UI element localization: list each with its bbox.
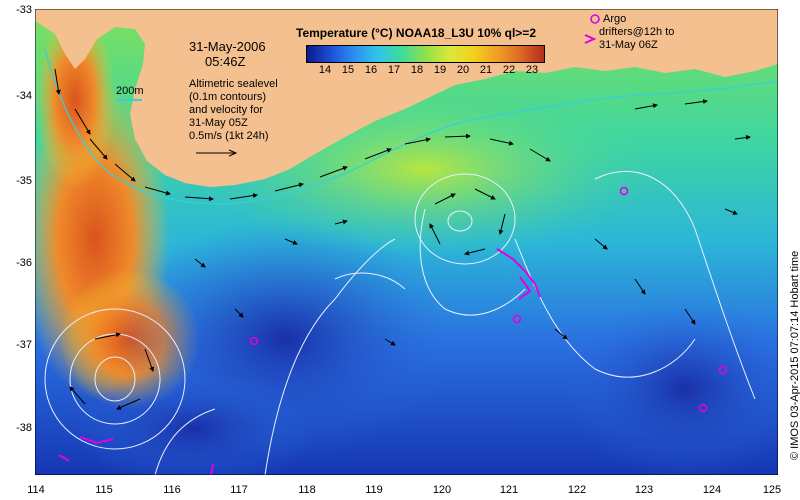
x-tick: 116 xyxy=(163,484,181,496)
isobath-legend-label: 200m xyxy=(116,85,144,97)
colorbar-title: Temperature (°C) NOAA18_L3U 10% ql>=2 xyxy=(296,26,536,40)
velocity-arrows xyxy=(54,68,751,410)
sealevel-note-1: Altimetric sealevel xyxy=(189,78,278,90)
colorbar-tick: 16 xyxy=(364,64,378,76)
credit-text: © IMOS 03-Apr-2015 07:07:14 Hobart time xyxy=(789,250,800,460)
x-tick: 119 xyxy=(365,484,383,496)
argo-tracks xyxy=(58,248,541,475)
y-tick: -36 xyxy=(16,257,32,269)
colorbar-tick: 14 xyxy=(318,64,332,76)
colorbar-tick: 17 xyxy=(387,64,401,76)
colorbar-tick: 20 xyxy=(456,64,470,76)
colorbar-tick: 19 xyxy=(433,64,447,76)
y-tick: -33 xyxy=(16,4,32,16)
x-tick: 114 xyxy=(27,484,45,496)
x-tick: 124 xyxy=(702,484,722,496)
land-mass xyxy=(35,9,778,187)
isobath-200m xyxy=(44,48,778,205)
argo-legend-circle-icon xyxy=(590,14,600,24)
x-tick: 125 xyxy=(762,484,782,496)
time-label: 05:46Z xyxy=(205,54,246,69)
sealevel-note-2: (0.1m contours) xyxy=(189,91,267,103)
sealevel-note-3: and velocity for xyxy=(189,104,263,116)
colorbar-tick: 23 xyxy=(525,64,539,76)
x-tick: 123 xyxy=(634,484,654,496)
colorbar-tick: 18 xyxy=(410,64,424,76)
argo-legend-2: drifters@12h to xyxy=(599,26,675,38)
x-tick: 117 xyxy=(230,484,248,496)
y-tick: -34 xyxy=(16,90,32,102)
isobath-legend-line xyxy=(116,99,142,101)
colorbar xyxy=(306,45,545,63)
y-tick: -37 xyxy=(16,339,32,351)
map-frame xyxy=(35,9,778,475)
x-tick: 118 xyxy=(298,484,316,496)
argo-legend-chevron-icon xyxy=(584,34,597,44)
sealevel-note-4: 31-May 05Z xyxy=(189,117,248,129)
sealevel-contours xyxy=(44,170,756,475)
y-tick: -35 xyxy=(16,175,32,187)
velocity-scale-arrow xyxy=(196,149,238,157)
date-label: 31-May-2006 xyxy=(189,39,266,54)
argo-floats xyxy=(249,186,728,413)
x-tick: 122 xyxy=(567,484,587,496)
sealevel-note-5: 0.5m/s (1kt 24h) xyxy=(189,130,269,142)
x-tick: 120 xyxy=(432,484,452,496)
argo-legend-3: 31-May 06Z xyxy=(599,39,658,51)
y-tick: -38 xyxy=(16,422,32,434)
argo-legend-1: Argo xyxy=(603,13,627,25)
colorbar-tick: 22 xyxy=(502,64,516,76)
x-tick: 115 xyxy=(95,484,113,496)
colorbar-tick: 15 xyxy=(341,64,355,76)
x-tick: 121 xyxy=(499,484,519,496)
colorbar-tick: 21 xyxy=(479,64,493,76)
